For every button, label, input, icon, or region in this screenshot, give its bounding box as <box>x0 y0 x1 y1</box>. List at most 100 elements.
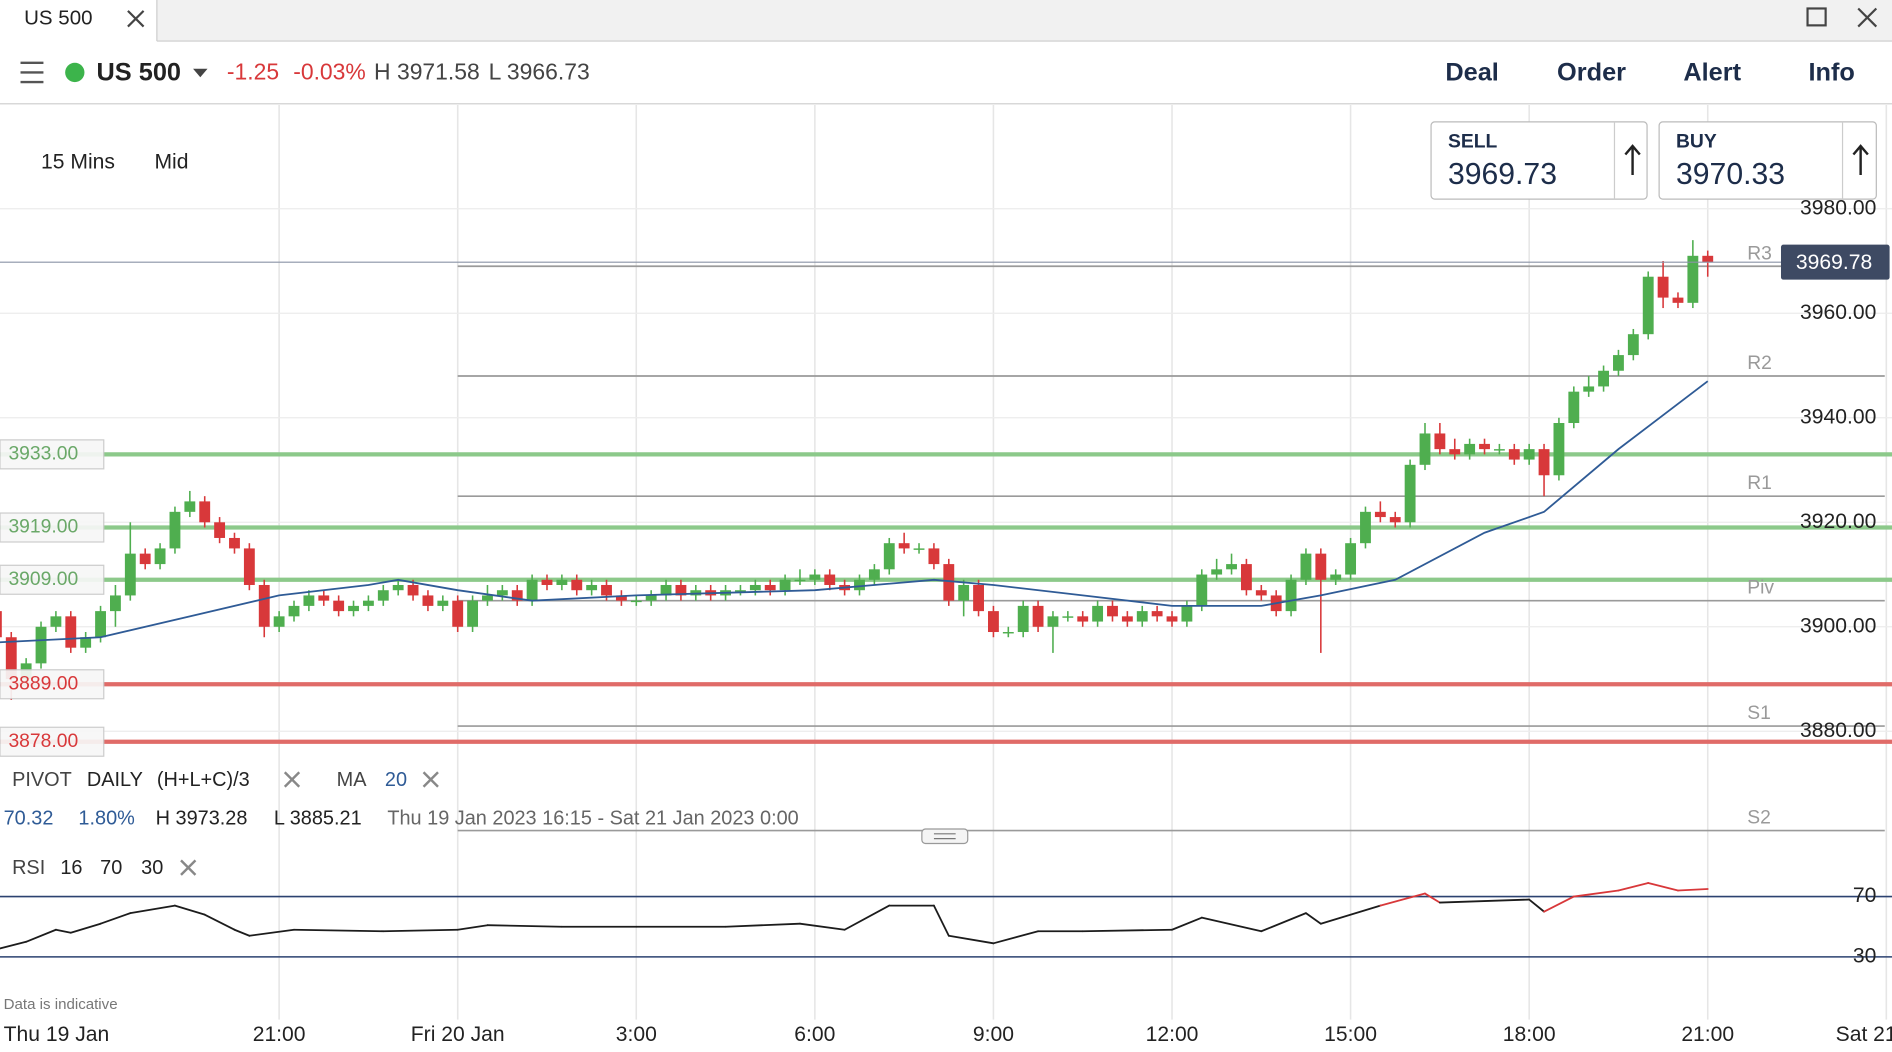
day-high: H 3971.58 <box>374 59 480 85</box>
instrument-name[interactable]: US 500 <box>97 58 181 86</box>
x-tick-label: Thu 19 Jan <box>4 1023 110 1046</box>
menu-icon[interactable] <box>20 61 44 84</box>
candle-body <box>5 637 17 680</box>
rsi-segment <box>293 928 385 933</box>
candle-body <box>1642 276 1654 335</box>
candle-body <box>1255 590 1267 596</box>
rsi-segment <box>1572 889 1620 898</box>
rsi-segment <box>1319 904 1382 925</box>
y-tick-label: 3960.00 <box>1800 301 1876 324</box>
rsi-segment <box>1647 882 1679 892</box>
levels <box>0 265 1892 958</box>
candle-body <box>645 595 657 601</box>
candle-body <box>35 626 47 664</box>
rsi-segment <box>1260 912 1307 933</box>
candle-body <box>214 522 226 538</box>
candle-body <box>1493 449 1505 451</box>
price-type[interactable]: Mid <box>154 151 188 174</box>
tab-close[interactable] <box>127 10 145 28</box>
rsi-segment <box>1438 898 1531 904</box>
menu-alert[interactable]: Alert <box>1683 58 1741 86</box>
rsi-segment <box>724 922 801 928</box>
pivot-remove[interactable] <box>283 771 301 788</box>
buy-box[interactable] <box>1658 121 1877 200</box>
candles <box>0 240 1714 700</box>
rsi-tick-label: 70 <box>1853 884 1876 907</box>
candle-body <box>1315 553 1327 580</box>
instrument-dropdown[interactable] <box>193 68 208 78</box>
change-percent: -0.03% <box>293 59 366 85</box>
ma-remove[interactable] <box>422 771 439 788</box>
buy-button[interactable]: BUY 3970.33 <box>1658 121 1877 200</box>
day-low: L 3966.73 <box>489 59 590 85</box>
x-tick-label: Fri 20 Jan <box>411 1023 505 1046</box>
rsi-tick-label: 30 <box>1853 944 1876 967</box>
x-tick-label: 15:00 <box>1324 1023 1377 1046</box>
candle-body <box>1687 255 1699 303</box>
stats-high: H 3973.28 <box>156 808 248 830</box>
candle-body <box>764 584 776 591</box>
buy-price: 3970.33 <box>1676 158 1785 191</box>
candle-body <box>452 600 464 627</box>
candle-body <box>467 600 479 627</box>
rsi-segment <box>55 928 72 934</box>
candle-body <box>1062 616 1074 618</box>
candle-body <box>333 600 345 612</box>
candle-body <box>318 595 330 601</box>
y-tick-label: 3920.00 <box>1800 510 1876 533</box>
tab[interactable] <box>0 0 157 43</box>
maximize-button[interactable] <box>1806 7 1827 27</box>
menu-order[interactable]: Order <box>1557 58 1626 86</box>
candle-body <box>571 579 583 591</box>
ma-period: 20 <box>385 769 407 791</box>
rsi-segment <box>382 928 459 933</box>
candle-body <box>1121 616 1133 622</box>
rsi-segment <box>0 940 28 950</box>
close-window[interactable] <box>1857 7 1878 28</box>
menu-info[interactable]: Info <box>1808 58 1854 86</box>
candle-body <box>928 548 940 565</box>
pane-resize-handle[interactable] <box>921 828 969 845</box>
candle-body <box>1226 564 1237 570</box>
candle-body <box>1553 423 1565 476</box>
interval[interactable]: 15 Mins <box>41 151 115 174</box>
candle-body <box>660 584 672 596</box>
pivot-label: Piv <box>1747 578 1774 599</box>
y-tick-label: 3980.00 <box>1800 196 1876 219</box>
market-status <box>65 62 85 83</box>
candle-body <box>794 579 806 582</box>
candle-body <box>1285 579 1297 612</box>
candle-body <box>377 590 389 601</box>
x-tick-label: 12:00 <box>1146 1023 1199 1046</box>
candle-body <box>615 595 627 601</box>
candle-body <box>1508 449 1520 460</box>
rsi-segment <box>1379 892 1426 907</box>
candle-body <box>1523 449 1535 460</box>
rsi-remove[interactable] <box>180 859 197 876</box>
stats-low: L 3885.21 <box>274 808 362 830</box>
rsi-segment <box>99 912 132 925</box>
pivot-label: S2 <box>1747 808 1771 829</box>
overlay: 3880.00 3900.00 3920.00 3940.00 3960.00 3980.… <box>0 196 1890 967</box>
price-level-box <box>0 439 105 470</box>
sell-box[interactable] <box>1430 121 1648 200</box>
candle-body <box>1702 255 1714 263</box>
rsi-param: 30 <box>141 857 163 879</box>
sell-button[interactable]: SELL 3969.73 <box>1430 121 1648 200</box>
rsi-segment <box>933 904 950 937</box>
x-axis: Thu 19 Jan 21:00 Fri 20 Jan 3:00 6:00 9:00 12:… <box>4 1023 1892 1046</box>
menu-deal[interactable]: Deal <box>1445 58 1499 86</box>
buy-arrow <box>1852 144 1869 175</box>
rsi-segment <box>456 924 489 931</box>
pivot-label: R3 <box>1747 243 1772 264</box>
candle-body <box>1136 611 1148 622</box>
candle-body <box>1211 569 1223 575</box>
candle-body <box>1672 297 1684 303</box>
candle-body <box>169 511 181 549</box>
candle-body <box>95 611 106 638</box>
sell-label: SELL <box>1448 132 1498 153</box>
rsi-segment <box>174 904 206 916</box>
x-tick-label: 21:00 <box>253 1023 306 1046</box>
candle-body <box>735 590 746 592</box>
